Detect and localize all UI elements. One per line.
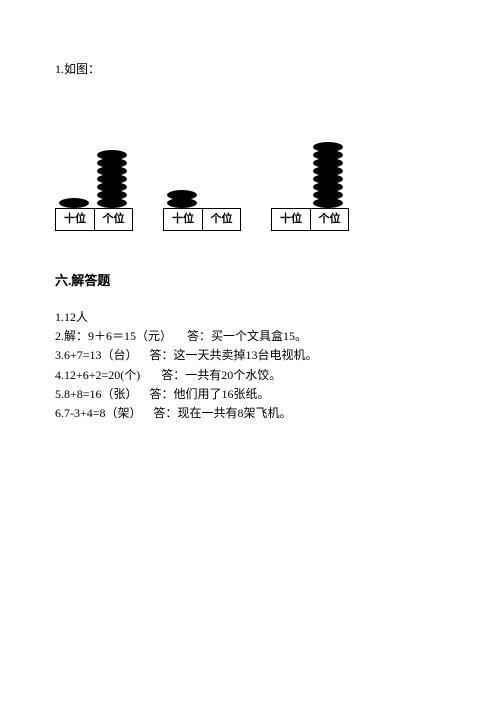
tens-label: 十位: [56, 209, 94, 230]
tens-label: 十位: [164, 209, 202, 230]
ones-label: 个位: [94, 209, 132, 230]
answer-line: 5.8+8=16（张） 答：他们用了16张纸。: [55, 385, 445, 404]
abacus-columns: [271, 108, 349, 208]
answer-line: 1.12人: [55, 308, 445, 327]
answer-line: 3.6+7=13（台） 答：这一天共卖掉13台电视机。: [55, 346, 445, 365]
page: 1.如图： 十位 个位: [0, 0, 500, 707]
place-labels: 十位 个位: [163, 208, 241, 231]
ones-column: [93, 150, 131, 208]
abacus-row: 十位 个位 十位 个位: [55, 108, 445, 231]
bead: [167, 198, 197, 208]
abacus-1: 十位 个位: [55, 108, 133, 231]
answer-line: 6.7-3+4=8（架） 答：现在一共有8架飞机。: [55, 404, 445, 423]
abacus-2: 十位 个位: [163, 108, 241, 231]
bead: [59, 198, 89, 208]
answer-line: 4.12+6+2=20(个) 答：一共有20个水饺。: [55, 366, 445, 385]
ones-label: 个位: [310, 209, 348, 230]
beads-stack: [313, 142, 343, 208]
abacus-columns: [55, 108, 133, 208]
bead: [97, 198, 127, 208]
bead: [313, 198, 343, 208]
abacus-columns: [163, 108, 241, 208]
ones-label: 个位: [202, 209, 240, 230]
beads-stack: [97, 150, 127, 208]
answer-line: 2.解：9＋6＝15（元） 答：买一个文具盒15。: [55, 327, 445, 346]
ones-column: [309, 142, 347, 208]
place-labels: 十位 个位: [271, 208, 349, 231]
tens-column: [163, 190, 201, 208]
beads-stack: [59, 198, 89, 208]
abacus-3: 十位 个位: [271, 108, 349, 231]
place-labels: 十位 个位: [55, 208, 133, 231]
question-1-label: 1.如图：: [55, 60, 445, 78]
tens-label: 十位: [272, 209, 310, 230]
section-title: 六.解答题: [55, 271, 445, 291]
answers-block: 1.12人 2.解：9＋6＝15（元） 答：买一个文具盒15。 3.6+7=13…: [55, 308, 445, 423]
tens-column: [55, 198, 93, 208]
beads-stack: [167, 190, 197, 208]
